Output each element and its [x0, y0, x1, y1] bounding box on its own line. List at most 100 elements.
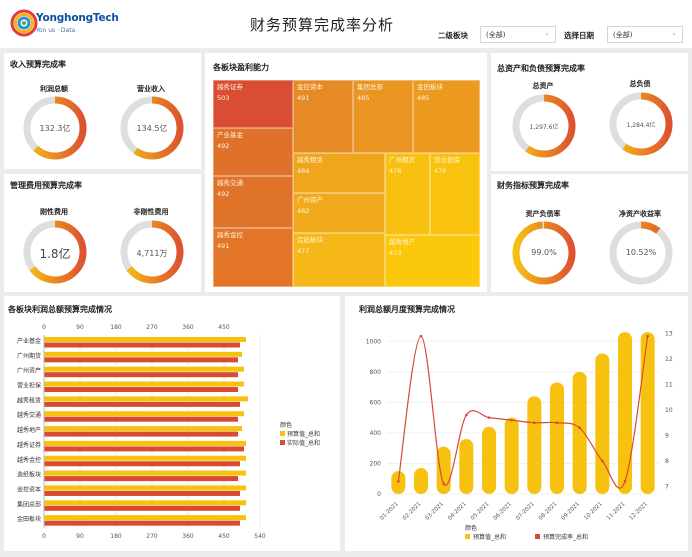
y-category-label: 越秀租赁	[17, 396, 41, 404]
actual-bar	[44, 342, 240, 348]
budget-bar	[44, 366, 244, 372]
legend-swatch	[535, 534, 540, 539]
gauge-label: 总资产	[532, 82, 554, 90]
completion-rate-point	[465, 413, 468, 417]
completion-rate-point	[646, 334, 649, 338]
x-tick-label-top: 180	[110, 324, 122, 331]
treemap-cell-name: 金田板块	[417, 83, 443, 91]
y-tick-label-right: 12	[665, 356, 673, 363]
completion-rate-point	[601, 459, 604, 463]
x-tick-label: 03-2021	[425, 501, 445, 521]
gauge-value: 1,297.6亿	[529, 124, 559, 131]
x-tick-label-top: 360	[182, 324, 194, 331]
budget-bar	[572, 371, 587, 494]
legend-item: 实际值_总和	[280, 438, 320, 447]
treemap-cell[interactable]: 产业基金 492	[213, 128, 293, 176]
completion-rate-point	[623, 479, 627, 483]
treemap-cell[interactable]: 造纸板块 477	[293, 233, 385, 287]
x-tick-label: 08-2021	[538, 501, 558, 521]
treemap-cell[interactable]: 营业担保 476	[430, 153, 480, 235]
treemap-cell-name: 金控资本	[297, 83, 323, 91]
gauge-label: 总负债	[629, 80, 651, 88]
budget-bar	[482, 426, 496, 494]
header-bar: YonghongTech Yon us · Data 财务预算完成率分析 二级板…	[0, 0, 692, 48]
treemap-cell[interactable]: 越秀金控 491	[213, 228, 293, 287]
y-tick-label-left: 1000	[366, 338, 381, 345]
budget-bar	[527, 396, 542, 494]
treemap-cell-name: 广州资产	[297, 196, 323, 204]
treemap-cell-name: 越秀证券	[217, 83, 243, 91]
legend-label: 预算值_总和	[473, 533, 506, 541]
budget-bar	[44, 411, 244, 417]
legend-swatch	[280, 431, 285, 436]
x-tick-label: 04-2021	[447, 501, 467, 521]
y-tick-label-right: 9	[665, 432, 669, 439]
monthly-combo-title: 利润总额月度预算完成情况	[359, 305, 455, 314]
y-tick-label-right: 11	[665, 382, 673, 389]
assets-panel-title: 总资产和负债预算完成率	[497, 64, 585, 73]
monthly-combo-panel: 利润总额月度预算完成情况 0 200 400 600 800 1000 7 8 9 10 11 12 1…	[345, 296, 688, 551]
y-category-label: 造纸板块	[17, 471, 41, 479]
gauge-value: 99.0%	[531, 248, 557, 257]
budget-bar	[44, 351, 242, 357]
monthly-combo-chart: 0 200 400 600 800 1000 7 8 9 10 11 12 13 01-2021 02-20…	[366, 331, 673, 541]
treemap-cell[interactable]: 金控资本 491	[293, 80, 353, 153]
budget-bar	[550, 382, 564, 494]
budget-bar	[414, 468, 428, 494]
sector-bar-chart: 0 90 180 270 360 450 540 0 90 180 270 360 450 产业基金广州期…	[17, 324, 266, 540]
y-category-label: 集团总部	[17, 500, 41, 508]
treemap-cell[interactable]: 越秀地产 473	[385, 235, 480, 287]
legend-swatch	[280, 440, 285, 445]
treemap-cell-value: 484	[297, 167, 310, 175]
profit-total-gauge	[23, 96, 87, 160]
treemap-chart: 越秀证券 503 产业基金 492 越秀交通 492 越秀金控 491 金控资本 491 集团总部 4…	[213, 80, 480, 287]
treemap-cell[interactable]: 越秀交通 492	[213, 176, 293, 228]
treemap-cell[interactable]: 越秀证券 503	[213, 80, 293, 128]
sector-select[interactable]: (全部) ⌄	[480, 26, 556, 43]
y-category-label: 广州资产	[17, 367, 41, 375]
treemap-cell[interactable]: 广州资产 482	[293, 193, 385, 233]
treemap-cell[interactable]: 广州期货 476	[385, 153, 430, 235]
budget-bar	[44, 500, 246, 506]
gauge-label: 净资产收益率	[619, 210, 661, 218]
treemap-cell-value: 491	[297, 94, 310, 102]
x-tick-label-bottom: 450	[218, 533, 230, 540]
chevron-down-icon: ⌄	[544, 29, 550, 37]
treemap-cell-value: 492	[217, 190, 230, 198]
treemap-title: 各板块盈利能力	[213, 63, 269, 72]
expense-panel: 管理费用预算完成率 刚性费用 1.8亿 非刚性费用 4,711万	[4, 174, 201, 292]
treemap-cell[interactable]: 越秀租赁 484	[293, 153, 385, 193]
y-category-label: 越秀金控	[17, 456, 41, 464]
actual-bar	[44, 520, 240, 526]
completion-rate-point	[442, 482, 445, 486]
y-tick-label-right: 10	[665, 407, 673, 414]
actual-bar	[44, 431, 238, 437]
x-tick-label: 11-2021	[606, 501, 626, 521]
gauge-value: 132.3亿	[39, 124, 71, 133]
y-tick-label-left: 0	[377, 491, 381, 498]
y-category-label: 营业担保	[17, 382, 41, 390]
treemap-cell-value: 492	[217, 142, 230, 150]
income-panel: 收入预算完成率 利润总额 132.3亿 营业收入 134.5亿	[4, 53, 201, 169]
budget-bar	[436, 446, 451, 494]
budget-bar	[44, 470, 246, 476]
budget-bar	[44, 485, 246, 491]
treemap-cell[interactable]: 集团总部 485	[353, 80, 413, 153]
logo-tagline: Yon us · Data	[36, 27, 76, 34]
completion-rate-point	[578, 426, 581, 430]
treemap-cell-value: 477	[297, 247, 310, 255]
actual-bar	[44, 505, 240, 511]
sector-select-value: (全部)	[486, 31, 506, 39]
x-tick-label: 01-2021	[379, 501, 399, 521]
indicators-panel: 财务指标预算完成率 资产负债率 99.0% 净资产收益率 10.52%	[491, 174, 688, 292]
budget-bar	[44, 455, 246, 461]
legend-label: 预算值_总和	[287, 431, 321, 438]
budget-bar	[504, 417, 519, 494]
x-tick-label-bottom: 0	[42, 533, 46, 540]
treemap-cell[interactable]: 金田板块 485	[413, 80, 480, 153]
date-select[interactable]: (全部) ⌄	[607, 26, 683, 43]
debt-ratio-gauge	[512, 221, 576, 285]
legend-item: 预算值_总和	[280, 429, 320, 438]
gauge-value: 1.8亿	[39, 247, 71, 261]
treemap-cell-value: 485	[417, 94, 430, 102]
